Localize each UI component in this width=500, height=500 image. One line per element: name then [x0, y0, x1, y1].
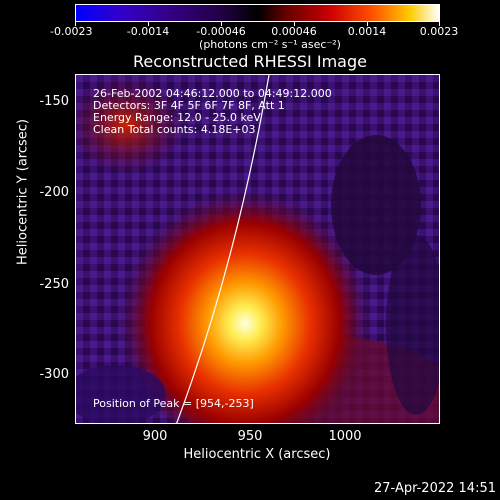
- colorbar-label: 0.0023: [419, 25, 459, 38]
- colorbar-label: 0.0014: [347, 25, 387, 38]
- colorbar-tick: [221, 22, 222, 26]
- rhessi-image: [75, 74, 440, 424]
- detectors: Detectors: 3F 4F 5F 6F 7F 8F, Att 1: [93, 99, 285, 112]
- x-tick-label: 900: [142, 429, 168, 444]
- colorbar-label: -0.0023: [50, 25, 93, 38]
- colorbar-label: 0.00046: [271, 25, 317, 38]
- solar-limb: [176, 75, 270, 423]
- colorbar-tick: [367, 22, 368, 26]
- x-tick-label: 950: [237, 429, 263, 444]
- clean-counts: Clean Total counts: 4.18E+03: [93, 123, 256, 136]
- energy-range: Energy Range: 12.0 - 25.0 keV: [93, 111, 261, 124]
- y-tick-label: -200: [39, 185, 69, 200]
- y-axis-label: Heliocentric Y (arcsec): [15, 119, 31, 265]
- colorbar-unit: (photons cm⁻² s⁻¹ asec⁻²): [199, 38, 341, 51]
- y-tick-label: -300: [39, 367, 69, 382]
- colorbar-tick: [75, 22, 76, 26]
- peak-position: Position of Peak = [954,-253]: [93, 397, 254, 410]
- time-range: 26-Feb-2002 04:46:12.000 to 04:49:12.000: [93, 87, 332, 100]
- colorbar-label: -0.0014: [126, 25, 170, 38]
- image-map: [76, 75, 439, 423]
- plot-title: Reconstructed RHESSI Image: [133, 52, 367, 71]
- colorbar-tick: [439, 22, 440, 26]
- colorbar: [75, 4, 440, 22]
- colorbar-tick: [148, 22, 149, 26]
- y-tick-label: -250: [39, 277, 69, 292]
- x-tick-label: 1000: [328, 429, 362, 444]
- y-tick-label: -150: [39, 94, 69, 109]
- timestamp: 27-Apr-2022 14:51: [374, 481, 496, 496]
- x-axis-label: Heliocentric X (arcsec): [183, 447, 331, 462]
- colorbar-label: -0.00046: [196, 25, 246, 38]
- colorbar-tick: [294, 22, 295, 26]
